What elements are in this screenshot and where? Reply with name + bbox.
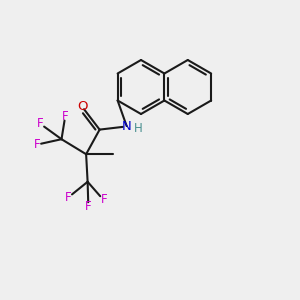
Text: O: O <box>77 100 88 113</box>
Text: F: F <box>65 191 71 204</box>
Text: H: H <box>134 122 142 135</box>
Text: F: F <box>37 117 44 130</box>
Text: F: F <box>34 138 40 151</box>
Text: N: N <box>122 119 131 133</box>
Text: F: F <box>85 200 92 213</box>
Text: F: F <box>101 193 107 206</box>
Text: F: F <box>61 110 68 123</box>
